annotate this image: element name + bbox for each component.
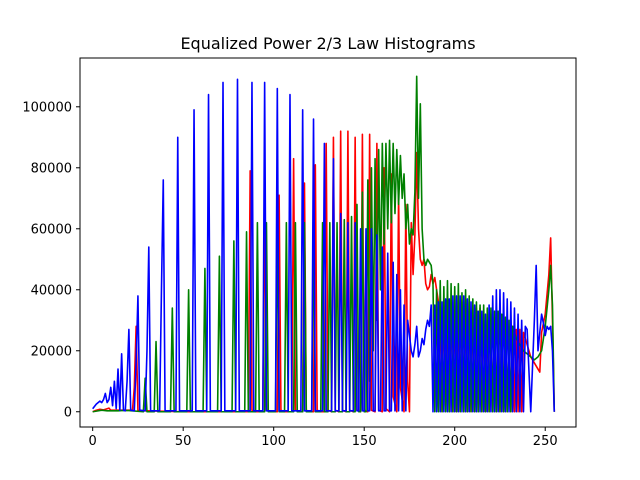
series-layer bbox=[92, 75, 556, 413]
x-tick-label: 0 bbox=[89, 434, 97, 449]
y-tick-label: 0 bbox=[64, 405, 72, 420]
chart-title: Equalized Power 2/3 Law Histograms bbox=[180, 34, 475, 53]
x-tick-label: 50 bbox=[175, 434, 192, 449]
x-tick-label: 100 bbox=[261, 434, 286, 449]
series-line-2 bbox=[92, 75, 556, 413]
y-tick-label: 100000 bbox=[22, 100, 72, 115]
plot-frame bbox=[79, 57, 577, 428]
y-tick-label: 60000 bbox=[31, 222, 72, 237]
y-tick-label: 40000 bbox=[31, 283, 72, 298]
axes-layer: 0 50 100 150 200 250 0 20000 40000 60000 80000 1000… bbox=[22, 57, 577, 449]
x-tick-label: 250 bbox=[533, 434, 558, 449]
y-tick-label: 20000 bbox=[31, 344, 72, 359]
x-tick-label: 200 bbox=[442, 434, 467, 449]
x-tick-label: 150 bbox=[352, 434, 377, 449]
series-line-3 bbox=[92, 78, 556, 413]
y-tick-label: 80000 bbox=[31, 161, 72, 176]
